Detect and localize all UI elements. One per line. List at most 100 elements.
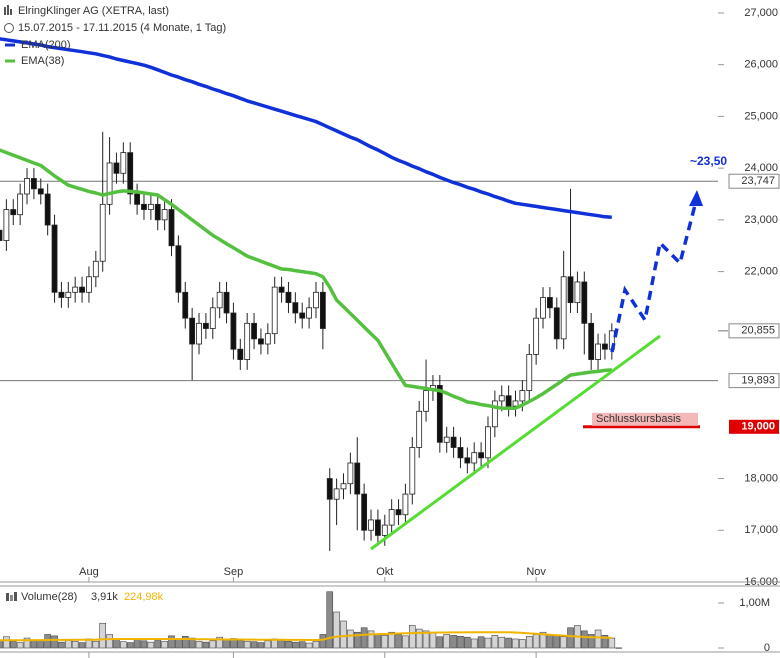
candle-body: [86, 276, 92, 293]
volume-bar: [195, 640, 203, 649]
annotation: Schlusskursbasis: [596, 413, 681, 425]
volume-bar: [292, 641, 299, 649]
candle-body: [368, 519, 374, 531]
candle-body: [65, 291, 72, 298]
volume-bar: [202, 641, 210, 649]
candle-body: [388, 509, 395, 526]
candle-body: [24, 178, 30, 195]
candle-body: [44, 193, 51, 226]
volume-bar: [133, 638, 141, 649]
candle-body: [313, 291, 319, 309]
volume-bar: [216, 636, 223, 649]
price-panel: 27,000 26,000 25,000 24,000 23,000 22,000 18,0…: [0, 7, 780, 588]
icon: [10, 9, 12, 15]
volume-bar: [374, 634, 382, 649]
volume-bar: [168, 635, 175, 649]
x-tick-label: Aug: [79, 566, 99, 578]
candle-body: [340, 483, 347, 490]
volume-bar: [92, 640, 100, 649]
volume-bar: [147, 641, 155, 649]
volume-bar: [546, 634, 554, 649]
volume-bar: [333, 611, 340, 649]
volume-bar: [326, 591, 334, 649]
volume-bar: [285, 640, 292, 649]
volume-bar: [71, 640, 79, 649]
volume-bar: [553, 635, 561, 649]
candle-body: [141, 203, 147, 210]
volume-bar: [257, 642, 265, 649]
volume-bar: [519, 639, 526, 649]
candle-body: [306, 307, 313, 319]
candle-body: [319, 291, 326, 329]
volume-bar: [23, 637, 31, 649]
target-box: [729, 419, 779, 434]
volume-bar: [525, 635, 533, 649]
volume-bar: [388, 631, 395, 649]
y-tick-label: 24,000: [744, 162, 778, 174]
candle-body: [347, 462, 354, 485]
volume-bar: [140, 640, 148, 649]
volume-bar: [395, 634, 402, 649]
volume-bar: [298, 641, 306, 649]
volume-bar: [477, 636, 485, 649]
volume-bar: [154, 639, 162, 649]
volume-bar: [243, 640, 251, 649]
candle-body: [202, 322, 209, 329]
volume-bar: [615, 647, 623, 649]
chart-subtitle: 15.07.2015 - 17.11.2015 (4 Monate, 1 Tag…: [18, 22, 226, 34]
volume-bar: [237, 640, 244, 649]
volume-bar: [539, 631, 547, 649]
volume-bar: [312, 640, 320, 649]
candle-body: [209, 307, 216, 329]
candle-body: [478, 452, 485, 459]
volume-panel: 1,00M 0: [0, 591, 770, 658]
candle-body: [602, 343, 608, 350]
volume-bar: [484, 637, 492, 649]
volume-bar: [450, 635, 457, 649]
candle-body: [285, 291, 292, 304]
volume-bar: [402, 635, 409, 649]
candle-body: [381, 524, 388, 536]
candle-body: [168, 209, 175, 247]
candle-body: [485, 426, 491, 459]
candle-body: [37, 188, 44, 195]
volume-bar: [464, 636, 471, 649]
x-tick-label: Nov: [526, 566, 546, 578]
candle-body: [436, 385, 443, 443]
volume-bar: [37, 641, 45, 649]
forecast-arrow: [610, 204, 697, 353]
volume-bar: [429, 632, 437, 649]
volume-bar: [594, 629, 602, 649]
candle-body: [244, 322, 251, 360]
ema-line: [0, 37, 612, 220]
candle-body: [17, 193, 24, 216]
volume-bar: [51, 635, 58, 649]
volume-bar: [9, 640, 17, 649]
candle-body: [299, 312, 306, 319]
candle-body: [361, 493, 368, 531]
x-tick-label: Okt: [376, 566, 393, 578]
candle-body: [395, 509, 402, 516]
candle-body: [560, 276, 567, 340]
volume-bar: [30, 640, 38, 649]
volume-bar: [65, 640, 72, 649]
volume-bar: [512, 638, 519, 649]
candle-body: [3, 209, 10, 241]
candle-body: [526, 353, 533, 391]
icon: [4, 7, 6, 15]
y-tick-label: 0: [764, 642, 770, 654]
volume-bar: [567, 627, 574, 649]
candle-body: [154, 203, 161, 221]
icon: [4, 23, 14, 33]
candle-body: [147, 203, 154, 210]
volume-bar: [353, 631, 361, 649]
target-label: 19,000: [741, 421, 775, 433]
candle-body: [99, 203, 106, 262]
candle-body: [588, 322, 595, 360]
candle-body: [237, 348, 244, 360]
volume-bar: [601, 635, 609, 649]
last-price-box: [728, 323, 780, 339]
candle-body: [464, 457, 471, 464]
candle-body: [51, 224, 58, 293]
volume-bar: [305, 642, 313, 649]
